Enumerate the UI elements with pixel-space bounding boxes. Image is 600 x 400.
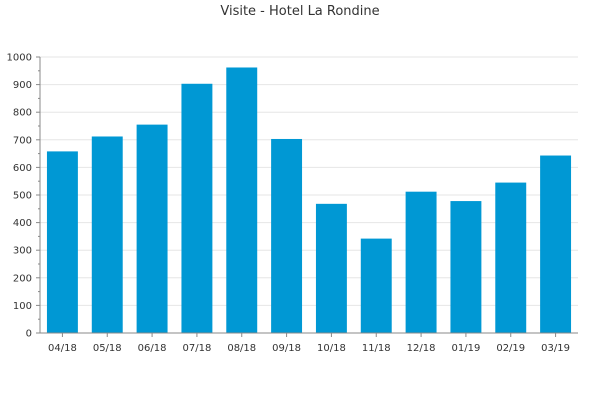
bar	[91, 136, 123, 333]
x-tick-label: 01/19	[452, 343, 481, 354]
bar	[540, 155, 572, 333]
bar	[136, 124, 168, 334]
x-tick-label: 12/18	[407, 343, 436, 354]
y-tick-label: 300	[13, 246, 32, 257]
x-tick-label: 09/18	[272, 343, 301, 354]
x-tick-label: 03/19	[541, 343, 570, 354]
x-tick-label: 04/18	[48, 343, 77, 354]
y-tick-label: 1000	[7, 53, 32, 64]
bar	[181, 83, 213, 333]
y-tick-label: 500	[13, 191, 32, 202]
y-tick-label: 0	[26, 329, 32, 340]
chart-title: Visite - Hotel La Rondine	[220, 4, 380, 19]
x-tick-label: 02/19	[496, 343, 525, 354]
x-tick-label: 08/18	[227, 343, 256, 354]
y-tick-label: 600	[13, 163, 32, 174]
x-tick-label: 10/18	[317, 343, 346, 354]
y-tick-label: 200	[13, 273, 32, 284]
bar	[46, 151, 78, 333]
y-tick-label: 100	[13, 301, 32, 312]
x-tick-label: 11/18	[362, 343, 391, 354]
x-tick-label: 05/18	[93, 343, 122, 354]
bar	[226, 67, 258, 333]
bar	[405, 191, 437, 333]
x-tick-label: 07/18	[183, 343, 212, 354]
y-tick-label: 800	[13, 108, 32, 119]
x-tick-label: 06/18	[138, 343, 167, 354]
bar	[315, 203, 347, 333]
y-tick-label: 700	[13, 135, 32, 146]
y-tick-label: 400	[13, 218, 32, 229]
y-tick-label: 900	[13, 80, 32, 91]
bar	[360, 238, 392, 333]
bar	[271, 138, 303, 333]
bar	[495, 182, 527, 333]
bar	[450, 201, 482, 333]
